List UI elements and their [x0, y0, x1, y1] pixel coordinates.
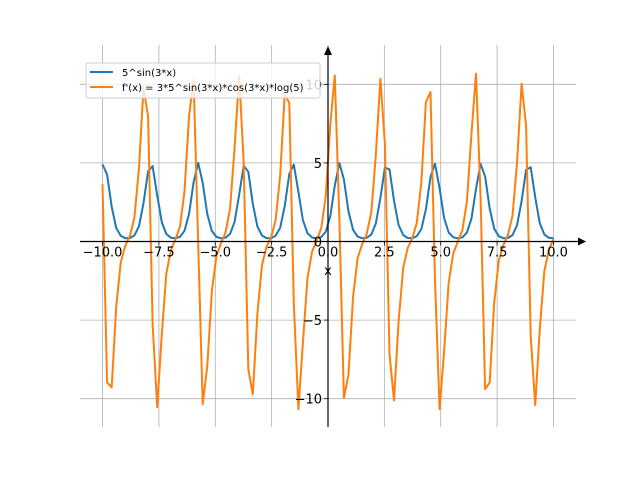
legend-label-0: 5^sin(3*x) — [122, 68, 176, 79]
y-tick-label: −5 — [303, 314, 322, 329]
x-tick-label: 7.5 — [487, 246, 508, 261]
x-tick-label: −5.0 — [199, 246, 231, 261]
x-tick-label: 2.5 — [374, 246, 395, 261]
y-tick-label: −10 — [295, 393, 322, 408]
x-tick-label: −2.5 — [256, 246, 288, 261]
x-tick-label: −7.5 — [143, 246, 175, 261]
x-tick-label: 0.0 — [318, 246, 339, 261]
x-tick-label: −10.0 — [83, 246, 123, 261]
y-tick-label: 0 — [314, 236, 322, 251]
x-tick-label: 10.0 — [539, 246, 568, 261]
x-axis-label: x — [324, 264, 332, 279]
legend-label-1: f'(x) = 3*5^sin(3*x)*cos(3*x)*log(5) — [122, 83, 304, 94]
axes — [80, 46, 586, 427]
legend: 5^sin(3*x) f'(x) = 3*5^sin(3*x)*cos(3*x)… — [85, 62, 321, 99]
x-tick-label: 5.0 — [430, 246, 451, 261]
y-axis-arrow-icon — [324, 46, 332, 55]
y-tick-label: 5 — [314, 157, 322, 172]
tick-labels: −10.0 −7.5 −5.0 −2.5 0.0 2.5 5.0 7.5 10.0 −10 −5 0 5… — [83, 78, 568, 407]
x-axis-arrow-icon — [578, 237, 586, 246]
